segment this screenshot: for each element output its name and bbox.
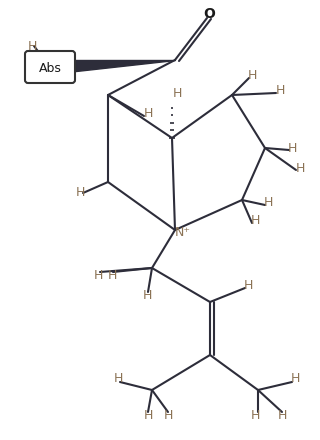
- Text: H: H: [107, 268, 117, 282]
- Text: H: H: [263, 195, 273, 209]
- Text: H: H: [27, 40, 37, 52]
- Text: N⁺: N⁺: [175, 225, 191, 238]
- FancyBboxPatch shape: [25, 51, 75, 83]
- Text: H: H: [250, 213, 260, 227]
- Text: H: H: [172, 87, 182, 99]
- Text: H: H: [275, 84, 285, 96]
- Text: H: H: [142, 289, 152, 301]
- Polygon shape: [58, 60, 175, 73]
- Text: H: H: [75, 186, 85, 198]
- Text: H: H: [247, 69, 257, 81]
- Text: H: H: [290, 371, 300, 385]
- Text: H: H: [143, 408, 153, 422]
- Text: Abs: Abs: [39, 62, 61, 74]
- Text: H: H: [287, 142, 297, 154]
- Text: H: H: [277, 408, 287, 422]
- Text: H: H: [93, 268, 103, 282]
- Text: H: H: [250, 408, 260, 422]
- Text: H: H: [163, 408, 173, 422]
- Text: H: H: [113, 371, 123, 385]
- Text: O: O: [203, 7, 215, 21]
- Text: H: H: [295, 161, 305, 175]
- Text: H: H: [243, 279, 253, 292]
- Text: H: H: [143, 106, 153, 120]
